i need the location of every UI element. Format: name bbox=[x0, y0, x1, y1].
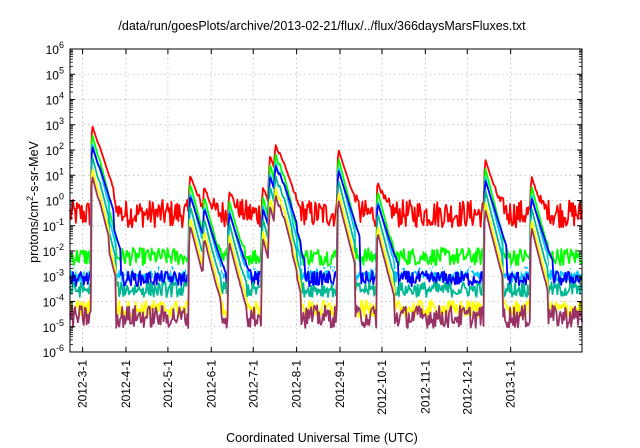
flux-series-line-1 bbox=[69, 125, 583, 229]
y-tick-exponent: -2 bbox=[56, 242, 64, 252]
y-tick-exponent: -3 bbox=[56, 267, 64, 277]
y-axis-title: protons/cm2-s-sr-MeV bbox=[25, 140, 41, 262]
y-tick-base: 10 bbox=[46, 169, 60, 183]
y-tick-exponent: -1 bbox=[56, 217, 64, 227]
x-tick-label: 2012-7-1 bbox=[246, 360, 260, 408]
y-tick-exponent: -4 bbox=[56, 293, 64, 303]
y-tick-base: 10 bbox=[46, 68, 60, 82]
y-tick-label: 100 bbox=[46, 192, 64, 209]
flux-series-line-8 bbox=[69, 176, 583, 329]
y-tick-exponent: 1 bbox=[59, 166, 64, 176]
y-axis-title-unit: protons/cm bbox=[27, 201, 41, 263]
flux-series-line-2 bbox=[69, 134, 583, 267]
y-tick-base: 10 bbox=[46, 144, 60, 158]
y-tick-exponent: 3 bbox=[59, 116, 64, 126]
x-tick-label: 2012-5-1 bbox=[161, 360, 175, 408]
y-tick-base: 10 bbox=[46, 43, 60, 57]
y-tick-exponent: 6 bbox=[59, 40, 64, 50]
y-tick-exponent: 0 bbox=[59, 192, 64, 202]
x-tick-label: 2012-9-1 bbox=[333, 360, 347, 408]
y-tick-base: 10 bbox=[43, 321, 57, 335]
y-tick-base: 10 bbox=[43, 296, 57, 310]
plot-frame bbox=[69, 48, 583, 353]
x-tick-label: 2012-10-1 bbox=[375, 360, 389, 415]
y-tick-label: 10-1 bbox=[43, 217, 64, 234]
y-tick-label: 10-4 bbox=[43, 293, 64, 310]
y-tick-exponent: 4 bbox=[59, 91, 64, 101]
flux-series-line-6 bbox=[69, 156, 583, 298]
x-tick-label: 2012-8-1 bbox=[290, 360, 304, 408]
y-tick-base: 10 bbox=[43, 270, 57, 284]
chart-title: /data/run/goesPlots/archive/2013-02-21/f… bbox=[118, 19, 526, 33]
y-tick-label: 102 bbox=[46, 141, 64, 158]
y-tick-base: 10 bbox=[46, 119, 60, 133]
y-tick-exponent: -6 bbox=[56, 343, 64, 353]
y-tick-exponent: 5 bbox=[59, 65, 64, 75]
y-tick-label: 10-2 bbox=[43, 242, 64, 259]
y-tick-exponent: -5 bbox=[56, 318, 64, 328]
y-axis-title-rest: -s-sr-MeV bbox=[27, 140, 41, 196]
x-axis-title: Coordinated Universal Time (UTC) bbox=[226, 431, 418, 445]
y-tick-base: 10 bbox=[43, 346, 57, 360]
x-tick-labels: 2012-3-1 2012-4-1 2012-5-1 2012-6-1 2012-7-1… bbox=[76, 360, 518, 415]
y-tick-base: 10 bbox=[46, 94, 60, 108]
y-tick-label: 10-5 bbox=[43, 318, 64, 335]
y-tick-exponent: 2 bbox=[59, 141, 64, 151]
grid-lines bbox=[70, 48, 582, 353]
x-tick-label: 2012-3-1 bbox=[76, 360, 90, 408]
y-tick-label: 103 bbox=[46, 116, 64, 133]
x-tick-label: 2012-11-1 bbox=[418, 360, 432, 414]
plot-border bbox=[69, 48, 583, 353]
y-tick-label: 10-6 bbox=[43, 343, 64, 360]
y-axis-title-exponent: 2 bbox=[25, 196, 35, 201]
y-tick-label: 105 bbox=[46, 65, 64, 82]
x-tick-label: 2013-1-1 bbox=[504, 360, 518, 408]
x-tick-label: 2012-4-1 bbox=[119, 360, 133, 408]
y-tick-label: 10-3 bbox=[43, 267, 64, 284]
data-series bbox=[69, 125, 583, 329]
y-tick-label: 106 bbox=[46, 40, 64, 57]
x-tick-label: 2012-6-1 bbox=[204, 360, 218, 408]
y-tick-base: 10 bbox=[43, 220, 57, 234]
y-tick-base: 10 bbox=[43, 245, 57, 259]
y-tick-label: 101 bbox=[46, 166, 64, 183]
flux-series-line-5 bbox=[69, 146, 583, 288]
y-tick-base: 10 bbox=[46, 195, 60, 209]
y-tick-label: 104 bbox=[46, 91, 64, 108]
x-tick-label: 2012-12-1 bbox=[460, 360, 474, 415]
y-tick-labels: 10-610-510-410-310-210-11001011021031041… bbox=[43, 40, 64, 360]
